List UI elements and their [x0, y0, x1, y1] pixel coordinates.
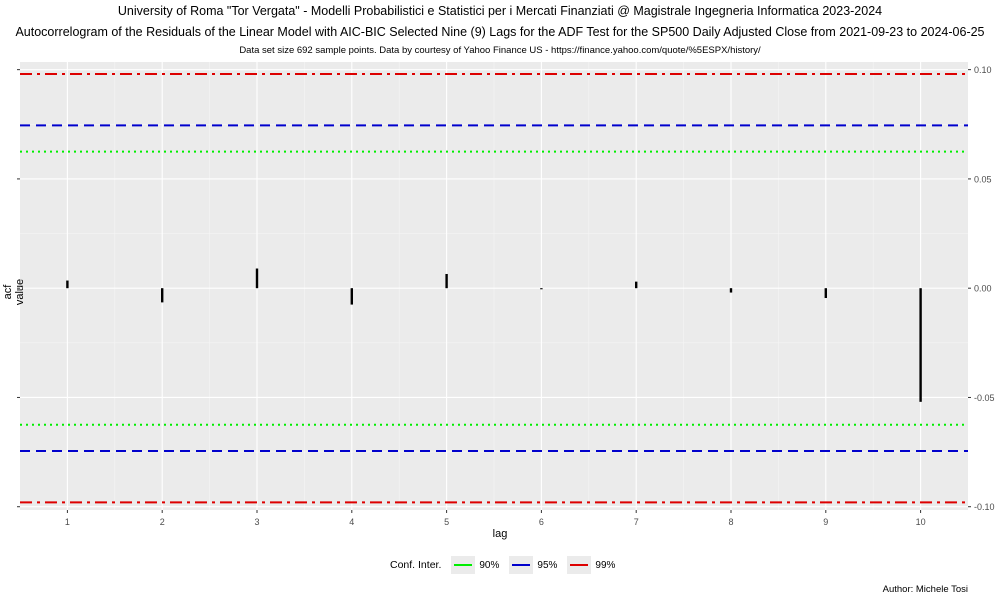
x-tick-label: 4	[349, 517, 354, 527]
y-tick-label: 0.05	[974, 174, 992, 184]
legend: Conf. Inter. 90% 95% 99%	[390, 556, 625, 574]
legend-key-90	[451, 556, 476, 574]
author-note: Author: Michele Tosi	[882, 584, 968, 595]
y-tick-label: 0.10	[974, 65, 992, 75]
y-tick-label: -0.10	[974, 502, 995, 512]
x-axis-label: lag	[492, 528, 508, 540]
acf-bar-lag-9	[824, 288, 827, 299]
legend-label-95: 95%	[537, 559, 558, 571]
acf-bar-lag-7	[635, 281, 638, 289]
x-tick-label: 2	[160, 517, 165, 527]
x-tick-label: 3	[254, 517, 259, 527]
x-tick-label: 8	[728, 517, 733, 527]
x-tick-label: 7	[634, 517, 639, 527]
acf-bar-lag-1	[66, 280, 69, 289]
x-tick-label: 6	[539, 517, 544, 527]
acf-bar-lag-3	[255, 268, 259, 289]
acf-bar-lag-5	[445, 273, 448, 289]
legend-swatch-90	[454, 564, 473, 566]
x-tick-label: 9	[823, 517, 828, 527]
y-tick-label: 0.00	[974, 284, 992, 294]
legend-swatch-95	[512, 564, 531, 566]
legend-key-99	[567, 556, 592, 574]
chart-title: University of Roma "Tor Vergata" - Model…	[117, 4, 883, 18]
acf-bar-lag-2	[161, 288, 164, 303]
acf-bar-lag-4	[350, 288, 353, 305]
acf-bar-lag-6	[540, 288, 543, 290]
acf-bar-lag-8	[729, 288, 733, 293]
x-tick-label: 10	[916, 517, 926, 527]
y-axis-label: acf value	[2, 278, 26, 306]
acf-bar-lag-10	[919, 288, 922, 402]
chart-caption: Data set size 692 sample points. Data by…	[239, 45, 761, 56]
x-tick-label: 5	[444, 517, 449, 527]
legend-title: Conf. Inter.	[390, 559, 442, 571]
x-tick-label: 1	[65, 517, 70, 527]
y-tick-label: -0.05	[974, 393, 995, 403]
legend-swatch-99	[570, 564, 589, 566]
legend-key-95	[509, 556, 534, 574]
legend-label-90: 90%	[479, 559, 500, 571]
chart-subtitle: Autocorrelogram of the Residuals of the …	[15, 25, 985, 39]
legend-label-99: 99%	[595, 559, 616, 571]
